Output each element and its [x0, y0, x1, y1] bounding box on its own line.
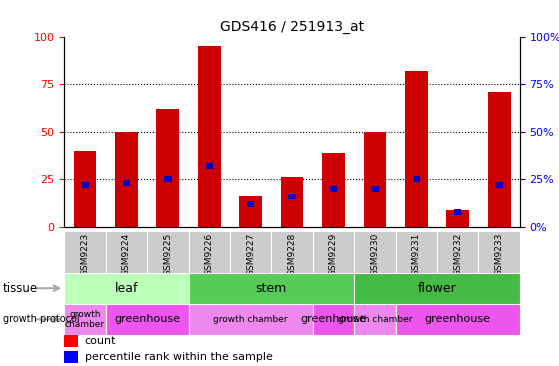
Text: GSM9224: GSM9224	[122, 233, 131, 276]
Text: greenhouse: greenhouse	[114, 314, 180, 324]
Bar	[122, 180, 130, 186]
Bar	[64, 304, 106, 335]
Text: growth chamber: growth chamber	[214, 315, 288, 324]
Bar	[495, 182, 503, 188]
Bar	[64, 335, 78, 347]
Text: GSM9228: GSM9228	[287, 233, 297, 276]
Bar	[354, 304, 396, 335]
Bar	[313, 304, 354, 335]
Text: tissue: tissue	[3, 282, 38, 295]
Bar	[64, 273, 188, 304]
Text: GSM9223: GSM9223	[80, 233, 89, 276]
Bar	[64, 231, 106, 273]
Text: greenhouse: greenhouse	[425, 314, 491, 324]
Text: GSM9232: GSM9232	[453, 233, 462, 276]
Bar	[396, 231, 437, 273]
Bar	[106, 231, 147, 273]
Bar	[247, 201, 254, 207]
Bar	[188, 304, 313, 335]
Text: GSM9233: GSM9233	[495, 233, 504, 276]
Text: GSM9229: GSM9229	[329, 233, 338, 276]
Text: count: count	[85, 336, 116, 346]
Bar	[147, 231, 188, 273]
Text: greenhouse: greenhouse	[301, 314, 367, 324]
Bar	[437, 231, 479, 273]
Bar	[488, 92, 510, 227]
Bar	[288, 194, 296, 199]
Bar	[64, 351, 78, 363]
Bar	[157, 109, 179, 227]
Bar	[446, 210, 469, 227]
Text: GSM9226: GSM9226	[205, 233, 214, 276]
Bar	[396, 304, 520, 335]
Bar	[479, 231, 520, 273]
Bar	[281, 178, 304, 227]
Bar	[230, 231, 271, 273]
Bar	[74, 151, 96, 227]
Bar	[330, 186, 337, 192]
Text: leaf: leaf	[115, 282, 138, 295]
Title: GDS416 / 251913_at: GDS416 / 251913_at	[220, 20, 364, 34]
Bar	[115, 132, 138, 227]
Bar	[371, 186, 378, 192]
Bar	[239, 197, 262, 227]
Text: flower: flower	[418, 282, 456, 295]
Bar	[413, 176, 420, 182]
Bar	[164, 176, 172, 182]
Bar	[405, 71, 428, 227]
Bar	[81, 182, 89, 188]
Bar	[454, 209, 462, 214]
Text: GSM9230: GSM9230	[371, 233, 380, 276]
Bar	[198, 46, 221, 227]
Text: GSM9227: GSM9227	[246, 233, 255, 276]
Text: GSM9231: GSM9231	[412, 233, 421, 276]
Bar	[313, 231, 354, 273]
Bar	[188, 273, 354, 304]
Bar	[271, 231, 313, 273]
Text: growth chamber: growth chamber	[338, 315, 412, 324]
Bar	[188, 231, 230, 273]
Bar	[206, 163, 213, 169]
Text: percentile rank within the sample: percentile rank within the sample	[85, 352, 273, 362]
Text: GSM9225: GSM9225	[163, 233, 172, 276]
Text: growth
chamber: growth chamber	[65, 310, 105, 329]
Bar	[322, 153, 345, 227]
Bar	[354, 273, 520, 304]
Bar	[106, 304, 188, 335]
Text: stem: stem	[256, 282, 287, 295]
Text: growth protocol: growth protocol	[3, 314, 79, 324]
Bar	[354, 231, 396, 273]
Bar	[363, 132, 386, 227]
